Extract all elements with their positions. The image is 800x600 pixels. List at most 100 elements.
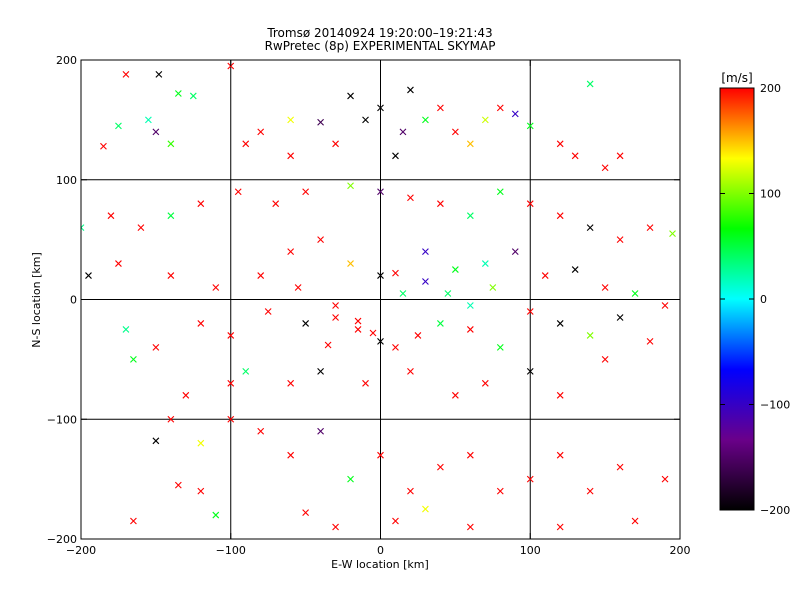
chart-subtitle: RwPretec (8p) EXPERIMENTAL SKYMAP [265,39,496,53]
cross-marker [556,523,564,531]
cross-marker [294,284,302,291]
cross-marker [481,116,489,124]
cross-marker [601,284,609,291]
cross-marker [257,128,265,136]
cross-marker [167,212,175,220]
cross-marker [616,152,624,160]
cross-marker [155,70,163,78]
cross-marker [451,391,459,399]
cross-marker [556,451,564,459]
cross-marker [242,140,250,148]
cross-marker [556,320,564,327]
cross-marker [466,212,474,220]
cross-marker [152,128,160,136]
cross-marker [407,86,414,94]
grid-lines [81,60,680,539]
cross-marker [257,272,265,279]
cross-marker [122,326,130,333]
cross-marker [571,152,579,160]
cross-marker [264,308,272,315]
cross-marker [437,320,444,327]
cross-marker [496,344,504,351]
cross-marker [130,355,137,363]
cross-marker [399,290,407,297]
cross-marker [481,260,489,267]
x-tick-label: −200 [66,544,96,557]
cross-marker [197,487,205,495]
colorbar-tick-label: 100 [760,188,781,201]
colorbar-ticks: 200 100 0 −100 −200 [720,82,790,517]
cross-marker [302,320,310,327]
cross-marker [137,224,145,232]
x-axis-label: E-W location [km] [331,558,429,571]
cross-marker [347,260,354,267]
cross-marker [526,122,534,130]
cross-marker [212,511,220,519]
chart-title: Tromsø 20140924 19:20:00–19:21:43 [266,26,492,40]
y-axis-ticks: −200 −100 0 100 200 [47,54,680,546]
cross-marker [369,329,377,337]
cross-marker [496,487,504,495]
x-axis-ticks: −200 −100 0 100 200 [66,60,691,557]
cross-marker [174,90,182,97]
colorbar-tick-label: −200 [760,504,790,517]
cross-marker [317,236,324,244]
cross-marker [407,487,414,495]
cross-marker [392,152,399,160]
cross-marker [586,332,594,339]
cross-marker [354,326,362,333]
cross-marker [197,200,205,208]
cross-marker [347,92,354,100]
cross-marker [144,116,152,124]
cross-marker [115,122,122,130]
cross-marker [324,341,332,349]
colorbar-tick-label: −100 [760,399,790,412]
cross-marker [422,278,429,285]
cross-marker [414,332,422,339]
cross-marker [152,437,160,445]
cross-marker [407,194,414,202]
cross-marker [616,314,624,321]
x-tick-label: 0 [377,544,384,557]
cross-marker [616,236,624,244]
cross-marker [189,92,197,100]
cross-marker [511,248,519,255]
colorbar-tick-label: 200 [760,82,781,95]
cross-marker [130,517,137,525]
cross-marker [81,224,85,232]
cross-marker [392,269,399,277]
cross-marker [377,451,384,459]
cross-marker [422,505,429,513]
cross-marker [107,212,115,220]
cross-marker [317,427,324,435]
cross-marker [362,116,369,124]
cross-marker [556,140,564,148]
cross-marker [437,200,444,208]
cross-marker [287,116,295,124]
cross-marker [466,302,474,309]
cross-marker [287,379,295,387]
cross-marker [496,188,504,196]
cross-marker [272,200,280,208]
cross-marker [287,451,295,459]
cross-marker [422,248,429,255]
cross-marker [115,260,122,267]
cross-marker [392,517,399,525]
cross-marker [197,439,205,447]
cross-marker [616,463,624,471]
cross-marker [437,104,444,112]
cross-marker [556,212,564,220]
y-tick-label: 0 [70,294,77,307]
cross-marker [481,379,489,387]
cross-marker [317,118,324,126]
y-axis-label: N-S location [km] [30,252,43,348]
cross-marker [174,481,182,489]
y-tick-label: −200 [47,533,77,546]
cross-marker [399,128,407,136]
cross-marker [227,379,235,387]
cross-marker [122,70,130,78]
cross-marker [85,272,92,279]
cross-marker [526,200,534,208]
x-tick-label: 100 [520,544,541,557]
cross-marker [571,266,579,273]
